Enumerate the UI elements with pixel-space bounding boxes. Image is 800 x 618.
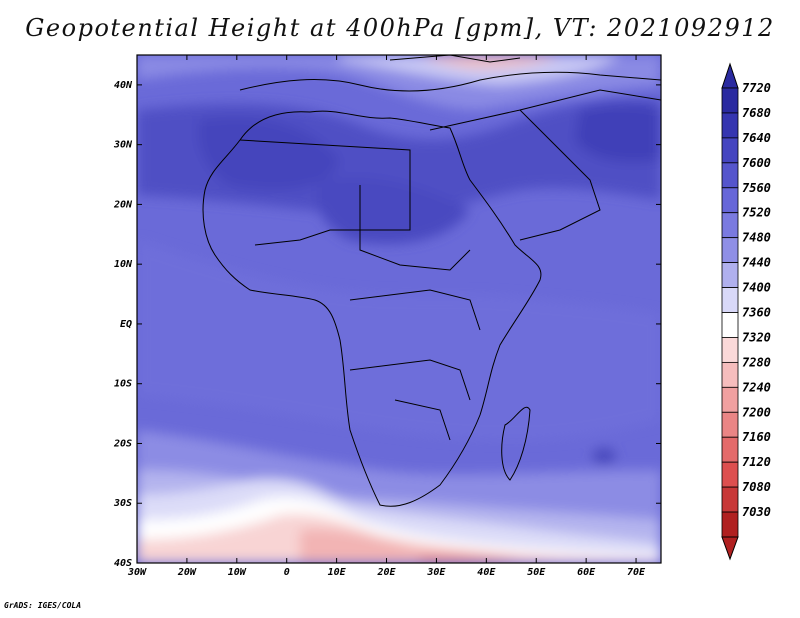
colorbar-label: 7200	[742, 405, 771, 419]
colorbar-swatch	[721, 312, 739, 338]
lat-tick-label: 10S	[114, 379, 132, 390]
lon-tick-label: 20W	[177, 567, 197, 578]
colorbar-bottom-arrow	[721, 536, 739, 561]
colorbar-top-arrow	[721, 62, 739, 89]
colorbar-label: 7360	[742, 306, 771, 320]
lon-tick-label: 10E	[328, 567, 347, 578]
colorbar-label: 7320	[742, 330, 771, 344]
lon-tick-label: 40E	[477, 567, 496, 578]
colorbar-label: 7680	[742, 106, 771, 120]
height-field	[137, 55, 661, 563]
colorbar-swatch	[721, 361, 739, 388]
lon-tick-label: 0	[284, 567, 290, 578]
latitude-axis: 40N 30N 20N 10N EQ 10S 20S 30S 40S	[113, 80, 661, 569]
lon-tick-label: 10W	[228, 567, 247, 578]
colorbar-label: 7030	[742, 505, 771, 519]
colorbar-swatch	[721, 137, 739, 164]
longitude-axis: 30W 20W 10W 0 10E 20E 30E 40E 50E 60E 70E	[127, 55, 646, 578]
colorbar-label: 7440	[742, 256, 771, 270]
lon-tick-label: 70E	[627, 567, 646, 578]
colorbar-swatch	[721, 212, 739, 239]
colorbar-swatch	[721, 112, 739, 139]
colorbar-label: 7480	[742, 231, 771, 245]
colorbar-swatch	[721, 262, 739, 288]
lat-tick-label: 20S	[113, 438, 132, 449]
lat-tick-label: EQ	[120, 319, 132, 330]
lon-tick-label: 30W	[127, 567, 147, 578]
colorbar-swatch	[721, 162, 739, 189]
lon-tick-label: 20E	[376, 567, 396, 578]
colorbar-label: 7640	[742, 131, 771, 145]
colorbar-swatch	[721, 411, 739, 438]
lat-tick-label: 40S	[114, 558, 132, 569]
colorbar-swatch	[721, 461, 739, 488]
colorbar-label: 7280	[742, 355, 771, 369]
colorbar-label: 7520	[742, 206, 771, 220]
colorbar-swatch	[721, 386, 739, 413]
colorbar-swatch	[721, 87, 739, 114]
colorbar-label: 7080	[742, 480, 771, 494]
lon-tick-label: 50E	[527, 567, 546, 578]
grads-credit: GrADS: IGES/COLA	[4, 601, 82, 610]
lon-tick-label: 30E	[426, 567, 446, 578]
lat-tick-label: 30N	[113, 140, 133, 151]
colorbar-label: 7720	[742, 81, 771, 95]
lat-tick-label: 20N	[113, 199, 133, 210]
lat-tick-label: 10N	[114, 259, 133, 270]
lon-tick-label: 60E	[577, 567, 596, 578]
colorbar-label: 7400	[742, 281, 771, 295]
coastlines	[202, 55, 661, 507]
colorbar-label: 7160	[742, 430, 771, 444]
colorbar-label: 7560	[742, 181, 771, 195]
colorbar-swatch	[721, 511, 739, 538]
lat-tick-label: 40N	[114, 80, 133, 91]
colorbar-swatch	[721, 187, 739, 214]
colorbar-swatch	[721, 337, 739, 363]
colorbar-label: 7240	[742, 380, 771, 394]
colorbar-label: 7120	[742, 455, 771, 469]
lat-tick-label: 30S	[113, 498, 132, 509]
plot-frame	[136, 54, 662, 564]
colorbar-swatch	[721, 486, 739, 513]
colorbar-swatch	[721, 237, 739, 264]
colorbar: 7720 7680 7640 7600 7560 7520 7480 7440 7400 7360…	[721, 62, 771, 561]
colorbar-swatch	[721, 436, 739, 463]
map-title: Geopotential Height at 400hPa [gpm], VT:…	[25, 14, 775, 42]
colorbar-label: 7600	[742, 156, 771, 170]
colorbar-swatch	[721, 287, 739, 313]
